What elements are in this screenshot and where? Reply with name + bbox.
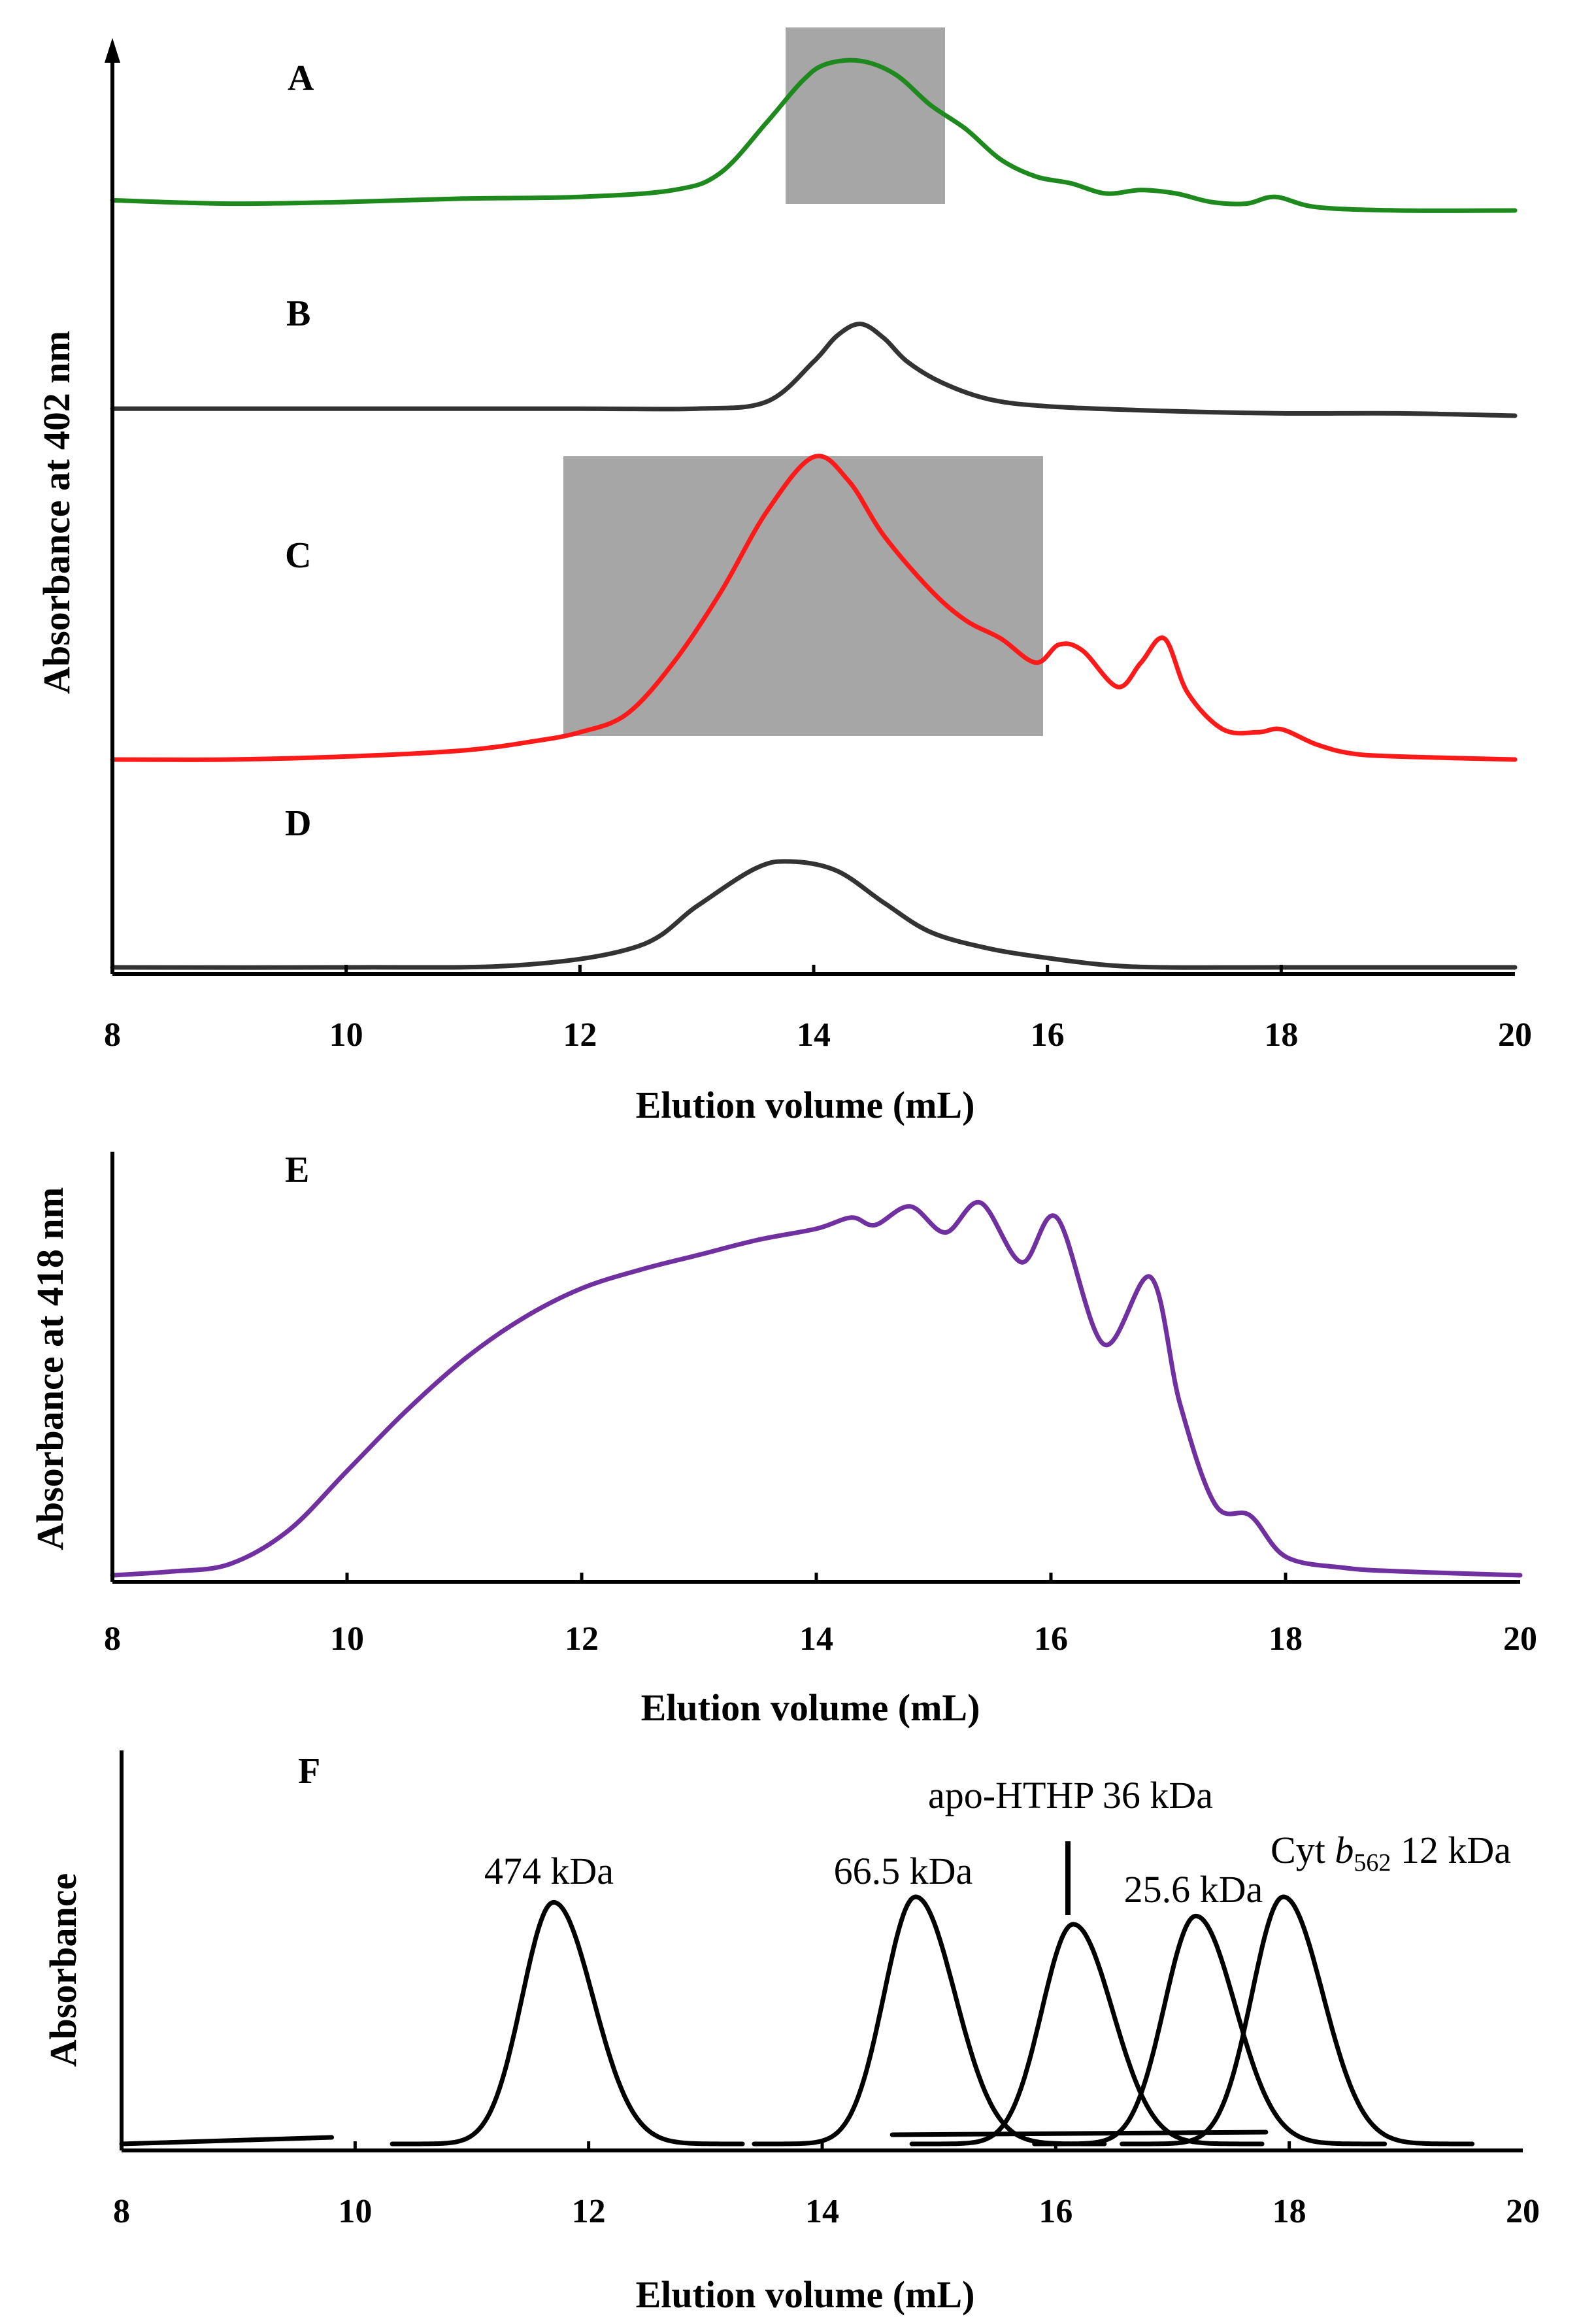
annotation-66-5kda: 66.5 kDa: [834, 1850, 973, 1892]
x-tick-label-abcd-12: 12: [563, 1016, 597, 1054]
x-tick-label-e-16: 16: [1034, 1620, 1068, 1658]
y-axis-title-f: Absorbance: [42, 1873, 84, 2067]
y-axis-arrow-abcd: [105, 38, 120, 63]
x-tick-label-e-18: 18: [1269, 1620, 1303, 1658]
trace-b: [110, 322, 1518, 418]
x-tick-label-f-18: 18: [1272, 2193, 1306, 2230]
cyt-b: b: [1335, 1829, 1354, 1871]
trace-f-peak-3: [1032, 1913, 1388, 2147]
annotation-25-6kda: 25.6 kDa: [1124, 1868, 1263, 1911]
trace-f-baseline: [119, 2130, 1269, 2147]
trace-f-peak-0: [390, 1899, 745, 2147]
label-c: C: [285, 535, 311, 576]
x-tick-label-abcd-14: 14: [797, 1016, 831, 1054]
x-tick-label-abcd-16: 16: [1031, 1016, 1065, 1054]
trace-e: [110, 1199, 1523, 1578]
panel-abcd: 8 10 12 14 16 18 20 A B C D Absorbance at 402 …: [35, 27, 1532, 1126]
x-ticks-e: 8 10 12 14 16 18 20: [104, 1573, 1537, 1658]
label-a: A: [288, 58, 314, 99]
x-ticks-f: 8 10 12 14 16 18 20: [113, 2141, 1540, 2230]
trace-a: [110, 58, 1518, 213]
shade-region-a: [786, 27, 945, 204]
cyt-suffix: 12 kDa: [1391, 1829, 1511, 1871]
x-tick-label-e-8: 8: [104, 1620, 121, 1658]
x-tick-label-abcd-20: 20: [1498, 1016, 1532, 1054]
x-tick-label-f-12: 12: [572, 2193, 606, 2230]
x-tick-label-abcd-8: 8: [104, 1016, 121, 1054]
x-tick-label-f-20: 20: [1506, 2193, 1540, 2230]
annotation-cyt-b562: Cyt b562 12 kDa: [1271, 1829, 1511, 1877]
cyt-prefix: Cyt: [1271, 1829, 1335, 1871]
annotation-474kda: 474 kDa: [484, 1850, 614, 1892]
label-e: E: [285, 1150, 309, 1190]
label-b: B: [286, 293, 310, 334]
trace-f-peak-1: [752, 1894, 1107, 2147]
y-axis-title-abcd: Absorbance at 402 nm: [35, 331, 78, 694]
traces-f: [119, 1894, 1475, 2147]
x-ticks-abcd: 8 10 12 14 16 18 20: [104, 965, 1532, 1054]
x-tick-label-e-14: 14: [799, 1620, 833, 1658]
trace-c: [110, 454, 1518, 762]
trace-f-peak-2: [909, 1922, 1265, 2147]
trace-d: [110, 859, 1518, 970]
x-tick-label-e-10: 10: [330, 1620, 364, 1658]
cyt-subscript: 562: [1354, 1849, 1391, 1877]
x-axis-title-abcd: Elution volume (mL): [636, 1084, 975, 1126]
x-tick-label-f-8: 8: [113, 2193, 130, 2230]
x-tick-label-f-14: 14: [805, 2193, 839, 2230]
x-tick-label-f-16: 16: [1039, 2193, 1072, 2230]
x-axis-title-f: Elution volume (mL): [636, 2273, 975, 2316]
annotation-apo-hthp: apo-HTHP 36 kDa: [928, 1774, 1213, 1816]
y-axis-title-e: Absorbance at 418 nm: [29, 1187, 71, 1550]
shade-region-c: [563, 456, 1043, 736]
label-f: F: [298, 1751, 320, 1792]
panel-e: 8 10 12 14 16 18 20 E Absorbance at 418 nm Elu…: [29, 1150, 1537, 1729]
x-tick-label-f-10: 10: [338, 2193, 372, 2230]
panel-f: 8 10 12 14 16 18 20 F 474 kDa 66.5 kDa apo-HTH…: [42, 1750, 1540, 2316]
x-axis-title-e: Elution volume (mL): [641, 1686, 980, 1729]
x-tick-label-abcd-18: 18: [1264, 1016, 1298, 1054]
label-d: D: [285, 803, 311, 844]
x-tick-label-e-12: 12: [565, 1620, 599, 1658]
trace-f-peak-4: [1120, 1894, 1475, 2147]
x-tick-label-e-20: 20: [1503, 1620, 1537, 1658]
x-tick-label-abcd-10: 10: [329, 1016, 363, 1054]
